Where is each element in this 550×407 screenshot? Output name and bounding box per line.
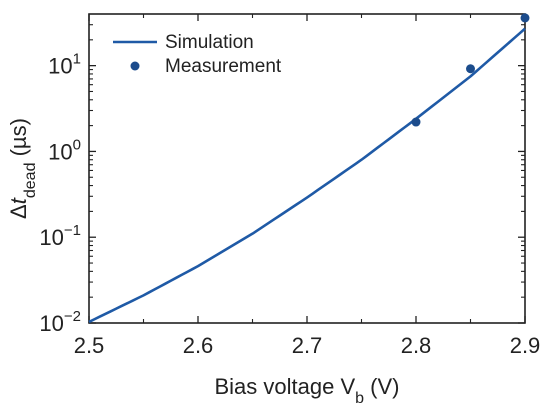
x-tick-label: 2.5: [74, 333, 105, 358]
simulation-line: [88, 27, 526, 324]
y-axis-label-variable: t: [6, 197, 31, 204]
legend-label: Measurement: [165, 56, 282, 77]
measurement-point: [520, 13, 530, 23]
y-tick-label: 100: [48, 136, 81, 164]
x-axis-label-unit: (V): [364, 374, 399, 399]
x-axis-label-text: Bias voltage V: [215, 374, 356, 399]
axis-ticks: [88, 14, 526, 324]
y-axis-label-unit: (µs): [6, 118, 31, 162]
y-axis-label-delta: Δ: [6, 204, 31, 219]
y-tick-labels: 10−2 10−1 100 101: [39, 51, 81, 336]
y-tick-label: 10−2: [39, 308, 81, 336]
x-tick-label: 2.6: [183, 333, 214, 358]
x-tick-label: 2.9: [510, 333, 541, 358]
y-tick-label: 10−1: [39, 222, 81, 250]
x-tick-label: 2.8: [401, 333, 432, 358]
y-axis-label-subscript: dead: [22, 163, 39, 199]
legend-marker-swatch: [130, 61, 140, 71]
x-tick-label: 2.7: [292, 333, 323, 358]
x-axis-label: Bias voltage Vb (V): [215, 374, 400, 407]
y-axis-label: Δtdead (µs): [6, 118, 39, 219]
plot-frame: [88, 13, 526, 324]
y-tick-label: 101: [48, 51, 81, 79]
x-tick-labels: 2.5 2.6 2.7 2.8 2.9: [74, 333, 541, 358]
legend-label: Simulation: [165, 32, 254, 53]
x-axis-label-subscript: b: [355, 390, 364, 407]
legend: Simulation Measurement: [113, 32, 282, 77]
measurement-point: [466, 64, 475, 74]
data-series: [88, 13, 530, 324]
measurement-point: [411, 117, 421, 127]
